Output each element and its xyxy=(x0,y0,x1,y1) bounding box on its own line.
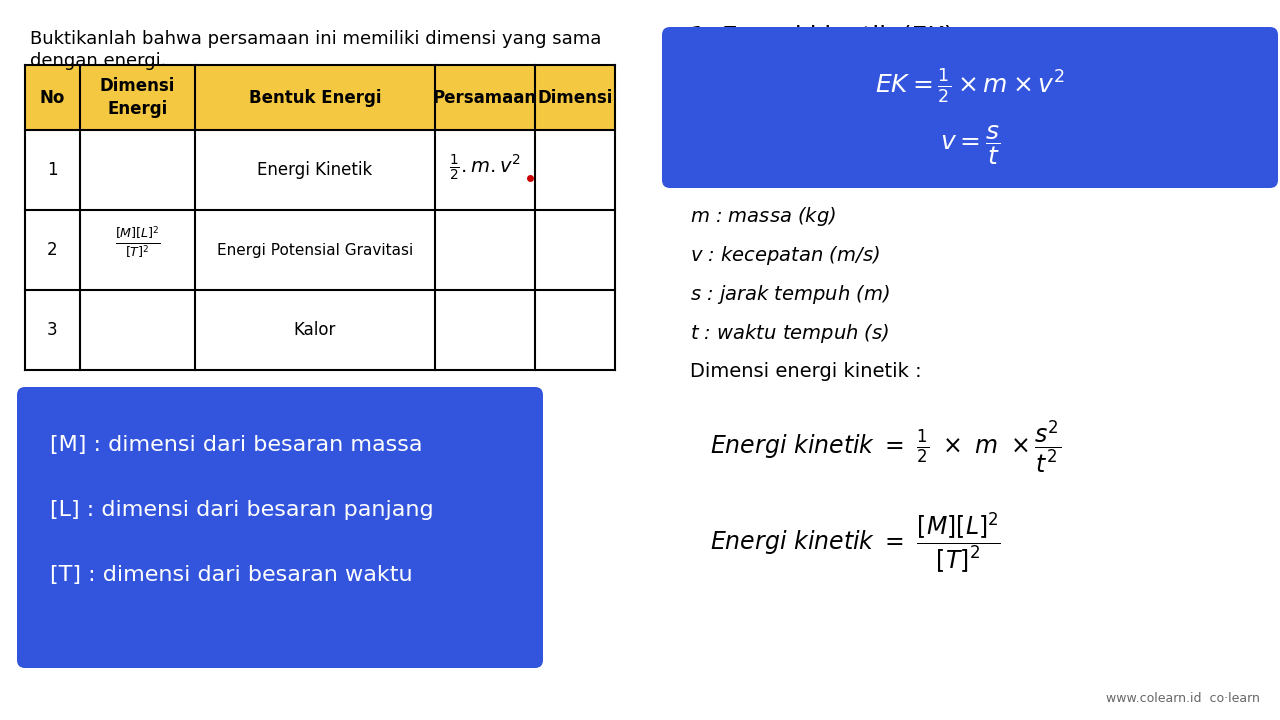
Text: Bentuk Energi: Bentuk Energi xyxy=(248,89,381,107)
Text: $\frac{[M][L]^{2}}{[T]^{2}}$: $\frac{[M][L]^{2}}{[T]^{2}}$ xyxy=(115,225,160,260)
Text: [T] : dimensi dari besaran waktu: [T] : dimensi dari besaran waktu xyxy=(50,565,412,585)
Text: $\frac{1}{2}.m.v^{2}$: $\frac{1}{2}.m.v^{2}$ xyxy=(449,153,521,183)
Text: Energi Potensial Gravitasi: Energi Potensial Gravitasi xyxy=(216,243,413,258)
Text: $t$ : waktu tempuh (s): $t$ : waktu tempuh (s) xyxy=(690,322,890,345)
Text: $Energi\ kinetik\ =\ \dfrac{[M][L]^{2}}{[T]^{2}}$: $Energi\ kinetik\ =\ \dfrac{[M][L]^{2}}{… xyxy=(710,510,1001,575)
Text: [M] : dimensi dari besaran massa: [M] : dimensi dari besaran massa xyxy=(50,435,422,455)
Text: $s$ : jarak tempuh (m): $s$ : jarak tempuh (m) xyxy=(690,283,890,306)
Text: $EK = \frac{1}{2} \times m \times v^{2}$: $EK = \frac{1}{2} \times m \times v^{2}$ xyxy=(876,67,1065,105)
Text: [L] : dimensi dari besaran panjang: [L] : dimensi dari besaran panjang xyxy=(50,500,434,520)
Text: 2: 2 xyxy=(47,241,58,259)
Text: Kalor: Kalor xyxy=(294,321,337,339)
Text: Dimensi: Dimensi xyxy=(538,89,613,107)
Text: 3: 3 xyxy=(47,321,58,339)
Text: Buktikanlah bahwa persamaan ini memiliki dimensi yang sama: Buktikanlah bahwa persamaan ini memiliki… xyxy=(29,30,602,48)
Text: $Energi\ kinetik\ =\ \frac{1}{2}\ \times\ m\ \times \dfrac{s^{2}}{t^{2}}$: $Energi\ kinetik\ =\ \frac{1}{2}\ \times… xyxy=(710,418,1061,475)
FancyBboxPatch shape xyxy=(662,27,1277,188)
Text: Energi Kinetik: Energi Kinetik xyxy=(257,161,372,179)
Text: Dimensi energi kinetik :: Dimensi energi kinetik : xyxy=(690,362,922,381)
Text: Persamaan: Persamaan xyxy=(433,89,538,107)
Text: 1. Energi kinetik (EK): 1. Energi kinetik (EK) xyxy=(690,25,954,49)
Text: $m$ : massa (kg): $m$ : massa (kg) xyxy=(690,205,836,228)
FancyBboxPatch shape xyxy=(26,65,614,130)
Text: $v = \dfrac{s}{t}$: $v = \dfrac{s}{t}$ xyxy=(940,123,1000,167)
Text: dengan energi.: dengan energi. xyxy=(29,52,166,70)
Text: 1: 1 xyxy=(47,161,58,179)
Text: No: No xyxy=(40,89,65,107)
FancyBboxPatch shape xyxy=(17,387,543,668)
Text: $v$ : kecepatan (m/s): $v$ : kecepatan (m/s) xyxy=(690,244,879,267)
Text: Dimensi
Energi: Dimensi Energi xyxy=(100,78,175,117)
Text: www.colearn.id  co·learn: www.colearn.id co·learn xyxy=(1106,692,1260,705)
